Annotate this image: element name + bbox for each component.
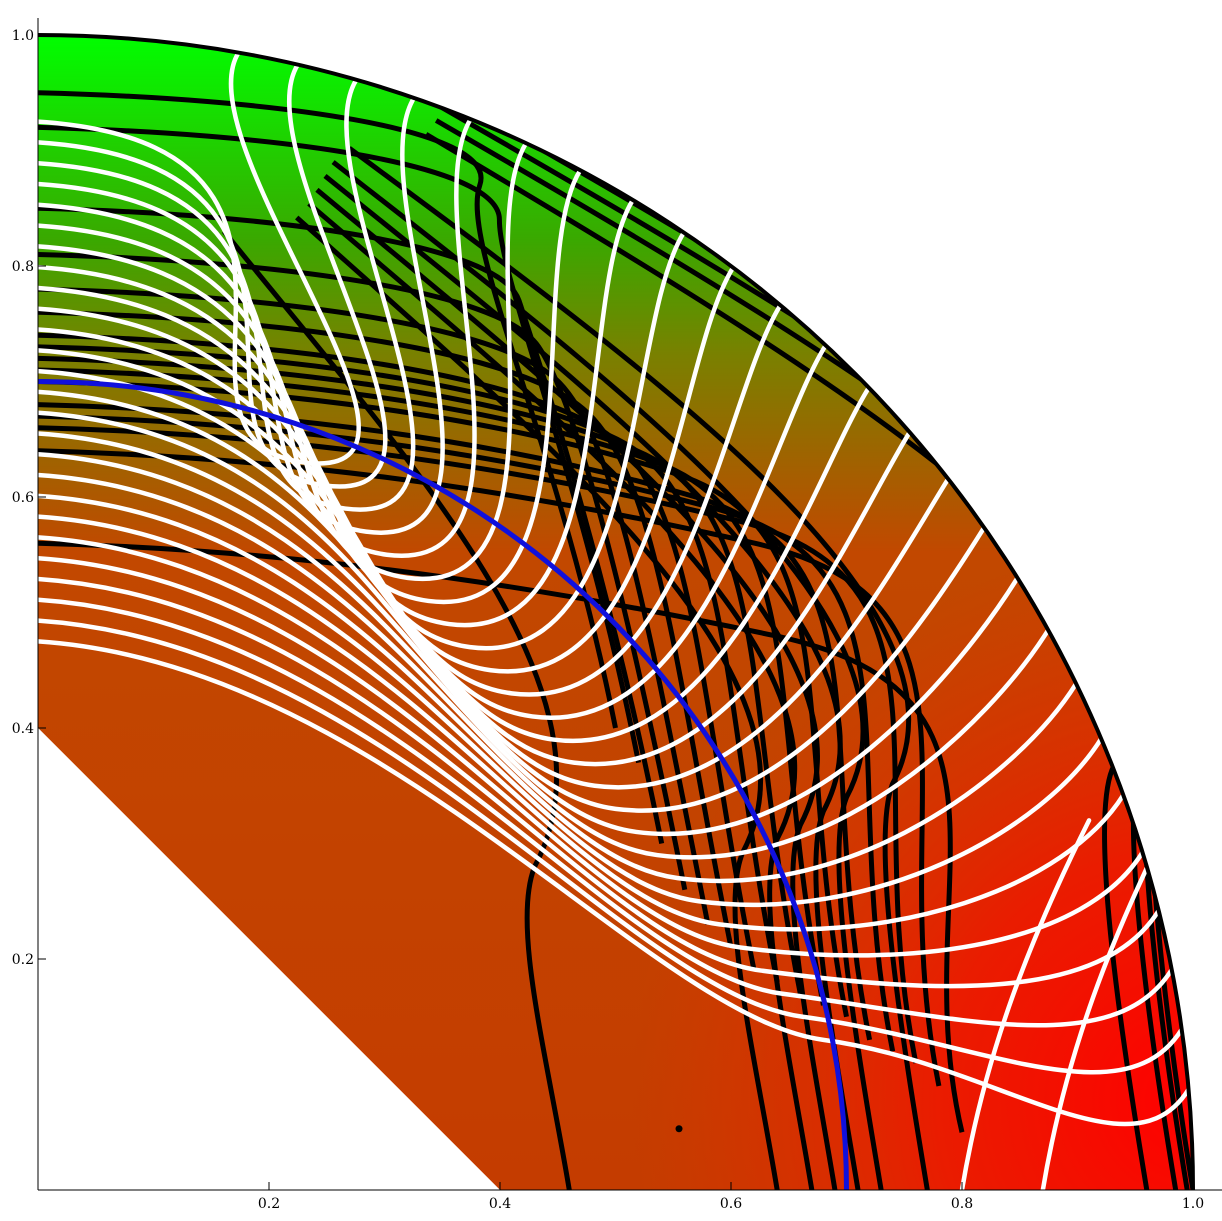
streamline (38, 452, 1020, 837)
y-tick-label: 0.6 (12, 490, 34, 506)
streamline (38, 639, 1191, 1127)
streamline (38, 230, 687, 651)
contour-line (38, 286, 711, 925)
streamlines (38, 50, 1191, 1190)
y-tick-label: 0.4 (12, 721, 34, 737)
contour-line (38, 413, 896, 1052)
contour-line (222, 229, 572, 1190)
y-tick-label: 0.2 (12, 952, 34, 968)
streamline (38, 431, 987, 813)
streamline (38, 493, 1079, 884)
contour-line (347, 146, 930, 1190)
streamline (38, 472, 1051, 860)
marks (675, 1125, 683, 1133)
blue-circle (37, 379, 849, 1191)
streamline (38, 535, 1126, 932)
outer-arc (37, 33, 1195, 1191)
contour-line (38, 90, 618, 729)
y-tick-label: 1.0 (12, 28, 34, 44)
streamline (38, 343, 828, 720)
streamline (38, 95, 445, 535)
streamline (959, 818, 1092, 1190)
x-tick-label: 0.8 (951, 1196, 973, 1212)
streamline (38, 555, 1145, 958)
contour-line (38, 448, 942, 1087)
contour-line (331, 160, 884, 1190)
streamline (38, 597, 1175, 1028)
streamline (38, 514, 1104, 908)
streamline (38, 265, 736, 674)
x-tick-label: 0.6 (720, 1196, 742, 1212)
y-tick-label: 0.8 (12, 259, 34, 275)
data-point (675, 1125, 683, 1133)
contour-line (307, 201, 815, 1190)
axes: 0.2 0.4 0.6 0.8 1.0 0.2 0.4 0.6 0.8 1.0 (12, 18, 1222, 1212)
contour-line (38, 425, 919, 1064)
streamline (38, 618, 1185, 1075)
streamline (38, 576, 1161, 989)
contour-line (38, 124, 642, 764)
streamline (38, 50, 361, 466)
streamline (38, 389, 912, 767)
streamline (38, 62, 388, 489)
x-tick-label: 1.0 (1182, 1196, 1204, 1212)
streamline (38, 77, 416, 512)
contour-line (38, 540, 965, 1133)
boundary-arc (37, 33, 1195, 1191)
streamline (38, 167, 583, 605)
x-tick-label: 0.4 (489, 1196, 511, 1212)
streamline (38, 410, 951, 790)
x-tick-label: 0.2 (258, 1196, 280, 1212)
